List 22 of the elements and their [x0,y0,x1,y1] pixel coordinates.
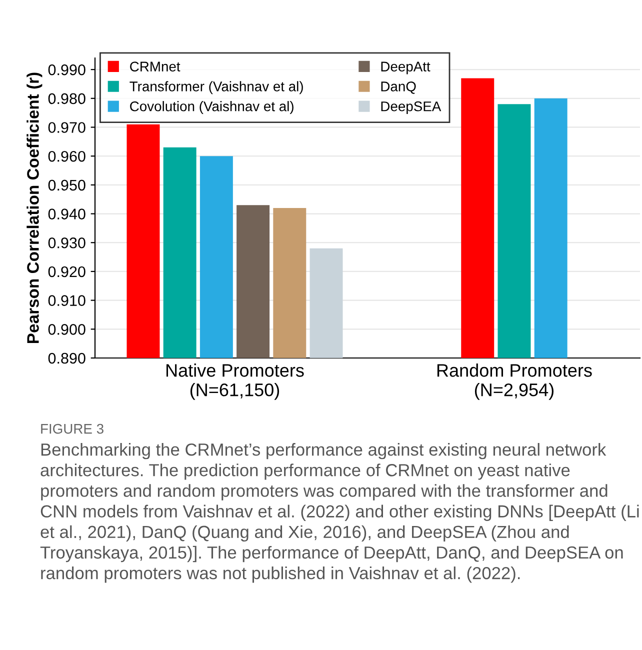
legend-label: DeepAtt [381,62,430,74]
text: Benchmarking the CRMnet’s performance against existing neural network architectures. The prediction performance of CRMnet on yeast native promoters and random promoters was compared with the transformer and CNN models from Vaishnav et al. (2022) and other existing DNNs [DeepAtt (Li et al., 2021), DanQ (Quang and Xie, 2016), and DeepSEA (Zhou and Troyanskaya, 2015)]. The performance of DeepAtt, DanQ, and DeepSEA on random promoters was not published in Vaishnav et al. (2022). [40,443,639,583]
legend-label: CRMnet [130,62,180,72]
y-axis-title: Pearson Correlation Coefficient (r) [26,72,42,344]
y-tick-label: 0.890 [48,352,86,364]
y-tick-label: 0.990 [48,64,86,76]
caption: FIGURE 3 [41,424,104,434]
legend-label: Transformer (Vaishnav et al) [130,81,303,94]
y-tick-label: 0.940 [48,208,86,220]
y-tick-label: 0.960 [48,150,86,162]
y-tick-label: 0.920 [48,266,86,278]
y-tick-label: 0.900 [48,324,86,335]
y-tick-label: 0.970 [48,122,86,133]
x-tick-label: Native Promoters (N=61,150) [166,364,304,400]
y-tick-label: 0.980 [48,93,86,104]
x-tick-label: Random Promoters (N=2,954) [437,364,592,400]
y-tick-label: 0.950 [48,180,86,191]
legend-label: Covolution (Vaishnav et al) [130,101,294,114]
legend-label: DanQ [381,82,416,94]
y-tick-label: 0.930 [48,237,86,248]
legend-label: DeepSEA [381,101,442,114]
y-tick-label: 0.910 [48,295,86,306]
